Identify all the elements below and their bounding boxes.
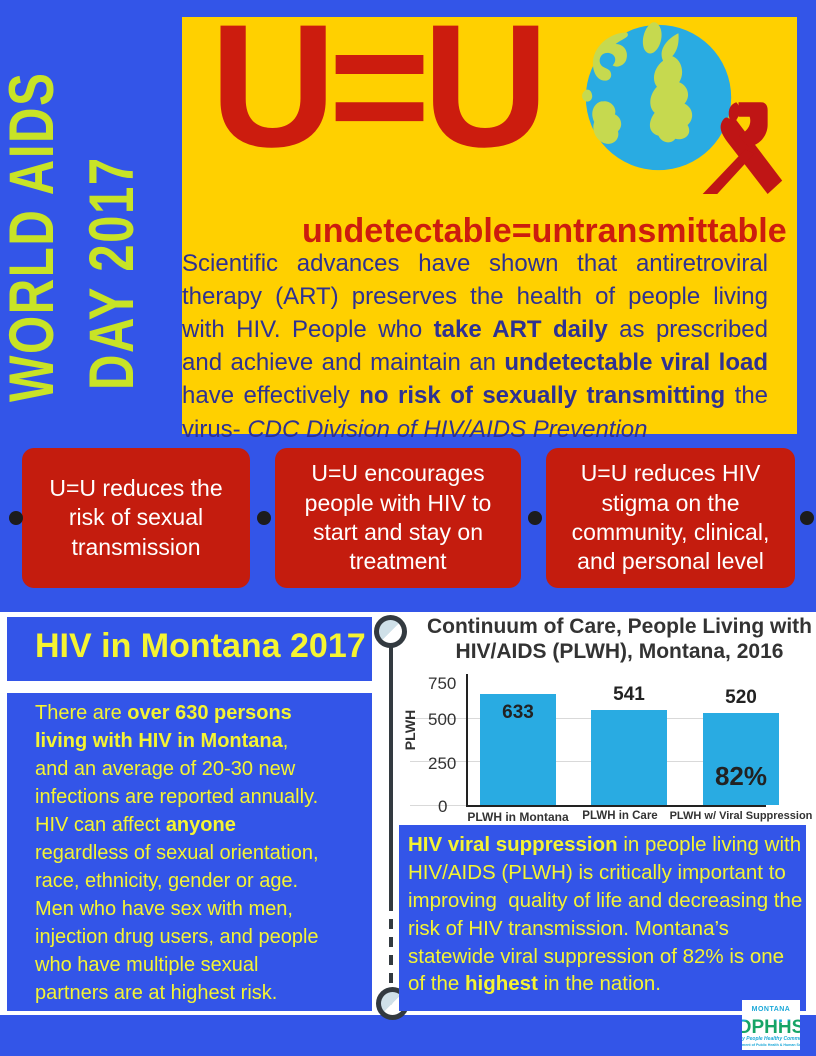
- svg-text:MONTANA: MONTANA: [752, 1006, 791, 1013]
- svg-text:Healthy People Healthy Commun: Healthy People Healthy Communities: [742, 1036, 800, 1042]
- svg-text:Department of Public Health &: Department of Public Health & Human Serv…: [742, 1043, 800, 1047]
